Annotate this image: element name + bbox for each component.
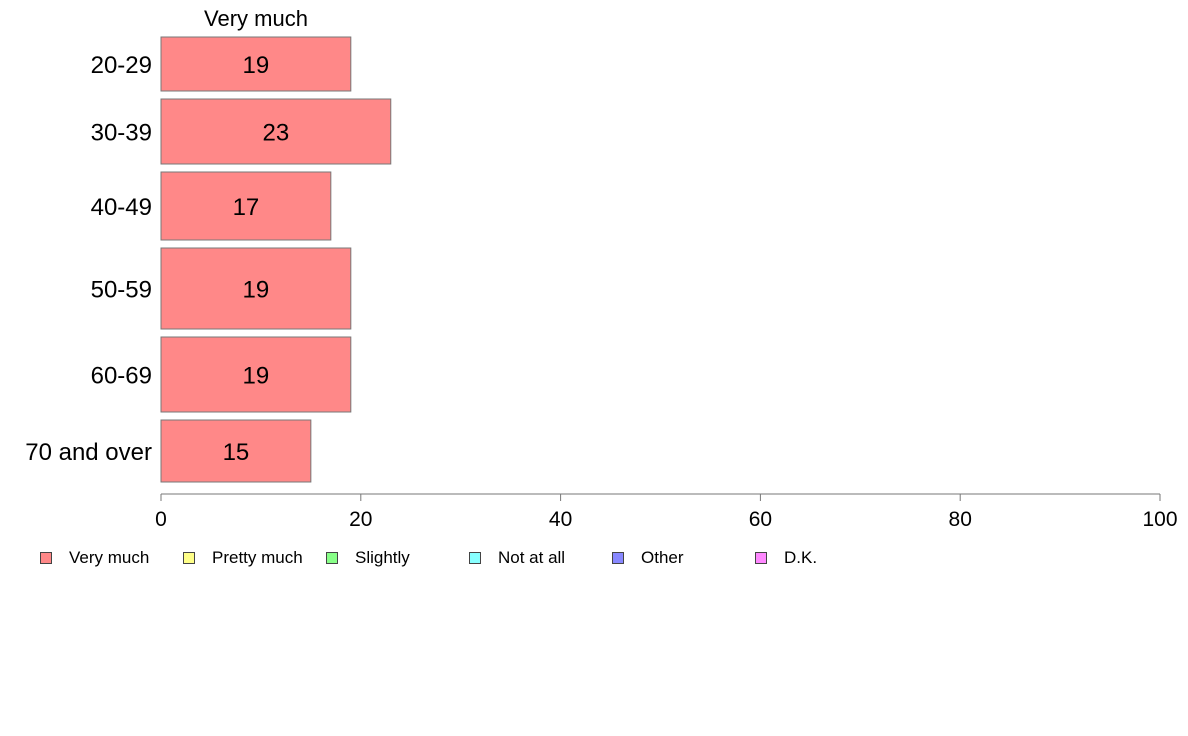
category-label: 70 and over — [25, 439, 152, 466]
legend-swatch — [755, 552, 767, 564]
legend-label: Other — [641, 548, 684, 567]
legend-item: D.K. — [755, 545, 817, 571]
bar-60-69 — [160, 336, 352, 413]
legend-swatch — [183, 552, 195, 564]
legend-label: Slightly — [355, 548, 410, 567]
data-label: 19 — [243, 52, 270, 79]
category-label: 60-69 — [91, 363, 152, 390]
legend-swatch — [469, 552, 481, 564]
bar-20-29 — [160, 36, 352, 92]
category-label: 30-39 — [91, 120, 152, 147]
data-label: 23 — [263, 120, 290, 147]
data-label: 17 — [233, 194, 260, 221]
legend: Very much Pretty much Slightly Not at all Ot… — [0, 545, 1188, 573]
chart-title: Very much — [204, 6, 308, 31]
legend-swatch — [612, 552, 624, 564]
category-label: 40-49 — [91, 194, 152, 221]
x-tick-label: 20 — [349, 508, 372, 531]
x-tick-label: 80 — [949, 508, 972, 531]
x-tick-label: 0 — [155, 508, 167, 531]
data-label: 15 — [223, 439, 250, 466]
legend-label: Not at all — [498, 548, 566, 567]
legend-item: Slightly — [326, 545, 410, 571]
legend-item: Not at all — [469, 545, 565, 571]
x-tick-label: 100 — [1142, 508, 1177, 531]
x-tick-label: 40 — [549, 508, 572, 531]
bar-50-59 — [160, 247, 352, 330]
data-label: 19 — [243, 363, 270, 390]
legend-item: Pretty much — [183, 545, 303, 571]
bar-70-and-over — [160, 419, 312, 483]
x-tick-label: 60 — [749, 508, 772, 531]
bar-30-39 — [160, 98, 392, 165]
x-axis: 0 20 40 60 80 100 — [155, 493, 1178, 531]
category-label: 50-59 — [91, 277, 152, 304]
legend-item: Other — [612, 545, 684, 571]
legend-label: Very much — [69, 548, 150, 567]
bar-40-49 — [160, 171, 332, 241]
bars-layer: 20-29 19 30-39 23 40-49 17 50-59 19 60-69 19 70 an… — [25, 36, 392, 483]
legend-swatch — [326, 552, 338, 564]
legend-item: Very much — [40, 545, 149, 571]
legend-label: Pretty much — [212, 548, 303, 567]
legend-label: D.K. — [784, 548, 818, 567]
legend-swatch — [40, 552, 52, 564]
category-label: 20-29 — [91, 52, 152, 79]
data-label: 19 — [243, 277, 270, 304]
